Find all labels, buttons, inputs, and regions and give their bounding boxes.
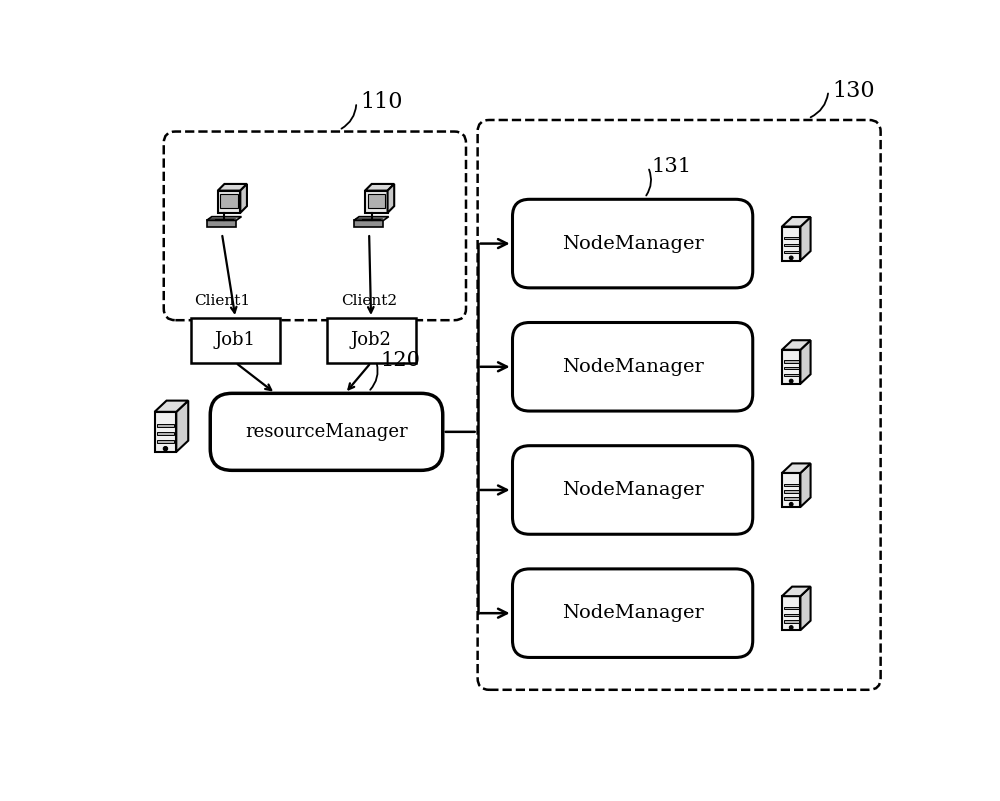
Bar (784, 484, 799, 486)
Polygon shape (155, 412, 176, 452)
Polygon shape (354, 220, 383, 227)
Bar (784, 614, 799, 616)
Text: resourceManager: resourceManager (245, 423, 408, 441)
Text: 110: 110 (360, 91, 403, 113)
Bar (157, 441, 174, 443)
Text: Job1: Job1 (215, 331, 256, 349)
FancyBboxPatch shape (512, 199, 753, 288)
Polygon shape (388, 184, 394, 213)
Polygon shape (782, 464, 811, 473)
Bar (784, 244, 799, 246)
FancyBboxPatch shape (210, 393, 443, 470)
FancyBboxPatch shape (512, 569, 753, 658)
Bar (784, 490, 799, 493)
Bar (191, 318, 280, 363)
Polygon shape (782, 586, 811, 596)
Polygon shape (782, 596, 800, 630)
Text: 130: 130 (832, 80, 875, 102)
Text: Client2: Client2 (341, 294, 397, 308)
Polygon shape (218, 184, 247, 191)
Bar (784, 497, 799, 500)
Polygon shape (782, 350, 800, 384)
Polygon shape (800, 464, 811, 507)
Polygon shape (240, 184, 247, 213)
Text: NodeManager: NodeManager (562, 604, 704, 622)
Bar (784, 374, 799, 376)
Bar (368, 194, 385, 208)
Text: NodeManager: NodeManager (562, 235, 704, 252)
Circle shape (789, 502, 793, 506)
Circle shape (789, 626, 793, 630)
FancyBboxPatch shape (512, 445, 753, 534)
Polygon shape (782, 473, 800, 507)
Polygon shape (207, 220, 236, 227)
Polygon shape (782, 227, 800, 260)
Bar (784, 620, 799, 622)
Polygon shape (218, 191, 240, 213)
Text: 131: 131 (652, 158, 692, 176)
Bar (157, 433, 174, 435)
Text: Client1: Client1 (194, 294, 250, 308)
Polygon shape (365, 191, 388, 213)
Polygon shape (365, 184, 394, 191)
Bar (784, 237, 799, 239)
Bar (784, 606, 799, 609)
Bar (326, 318, 416, 363)
Polygon shape (782, 340, 811, 350)
Polygon shape (800, 586, 811, 630)
Polygon shape (800, 217, 811, 260)
Polygon shape (782, 217, 811, 227)
Bar (784, 251, 799, 253)
Circle shape (163, 446, 168, 451)
FancyBboxPatch shape (164, 131, 466, 320)
Text: 120: 120 (380, 352, 420, 371)
Polygon shape (354, 216, 389, 220)
Polygon shape (207, 216, 241, 220)
Polygon shape (155, 400, 188, 412)
Bar (784, 367, 799, 369)
Text: Job2: Job2 (351, 331, 392, 349)
Text: NodeManager: NodeManager (562, 481, 704, 499)
Text: NodeManager: NodeManager (562, 358, 704, 376)
Polygon shape (176, 400, 188, 452)
FancyBboxPatch shape (478, 120, 881, 690)
Bar (784, 360, 799, 363)
FancyBboxPatch shape (512, 323, 753, 411)
Polygon shape (800, 340, 811, 384)
Bar (220, 194, 238, 208)
Circle shape (789, 379, 793, 383)
Bar (157, 425, 174, 427)
Circle shape (789, 256, 793, 260)
